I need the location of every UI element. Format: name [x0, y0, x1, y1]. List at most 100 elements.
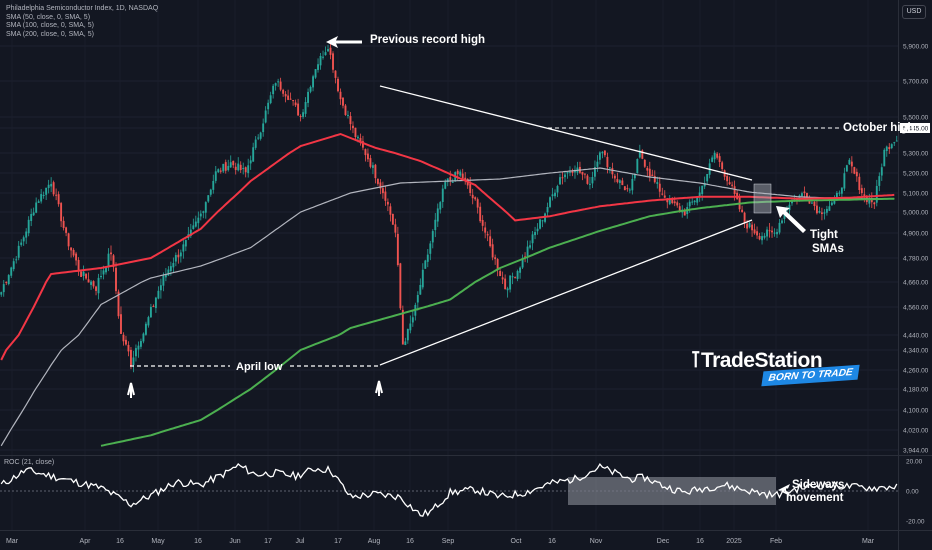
candle[interactable] — [683, 209, 686, 216]
candle[interactable] — [344, 105, 347, 115]
candle[interactable] — [693, 200, 696, 203]
candle[interactable] — [147, 317, 150, 326]
candle[interactable] — [464, 177, 467, 181]
candle[interactable] — [526, 246, 529, 256]
candle[interactable] — [793, 198, 796, 201]
candle[interactable] — [87, 279, 90, 283]
candle[interactable] — [401, 309, 404, 345]
candle[interactable] — [733, 186, 736, 194]
candle[interactable] — [880, 167, 883, 176]
candle[interactable] — [189, 229, 192, 237]
candle[interactable] — [399, 263, 402, 309]
candle[interactable] — [850, 161, 853, 167]
candle[interactable] — [199, 213, 202, 217]
candle[interactable] — [596, 161, 599, 167]
candle[interactable] — [728, 182, 731, 185]
candle[interactable] — [242, 167, 245, 169]
candle[interactable] — [75, 253, 78, 261]
candle[interactable] — [307, 91, 310, 103]
candle[interactable] — [272, 85, 275, 95]
candle[interactable] — [80, 271, 83, 277]
candle[interactable] — [496, 259, 499, 270]
candle[interactable] — [641, 150, 644, 159]
candle[interactable] — [451, 181, 454, 183]
candle[interactable] — [20, 242, 23, 245]
candle[interactable] — [424, 260, 427, 269]
candle[interactable] — [217, 169, 220, 173]
candle[interactable] — [556, 186, 559, 193]
candle[interactable] — [35, 202, 38, 213]
candle[interactable] — [446, 178, 449, 183]
candle[interactable] — [130, 349, 132, 367]
candle[interactable] — [756, 231, 759, 236]
candle[interactable] — [801, 193, 803, 197]
candle[interactable] — [838, 192, 841, 194]
candle[interactable] — [643, 159, 646, 167]
candle[interactable] — [651, 174, 654, 176]
candle[interactable] — [741, 209, 744, 213]
candle[interactable] — [396, 233, 399, 266]
candle[interactable] — [77, 259, 80, 270]
candle[interactable] — [279, 81, 282, 90]
candle[interactable] — [381, 188, 384, 194]
candle[interactable] — [574, 170, 576, 173]
candle[interactable] — [107, 253, 110, 268]
candle[interactable] — [269, 95, 272, 104]
candle[interactable] — [214, 171, 217, 181]
candle[interactable] — [52, 182, 55, 195]
candle[interactable] — [32, 212, 35, 216]
candle[interactable] — [698, 192, 701, 197]
candle[interactable] — [761, 236, 764, 241]
candle[interactable] — [566, 171, 569, 174]
candle[interactable] — [893, 142, 896, 144]
candle[interactable] — [840, 187, 843, 194]
candle[interactable] — [479, 206, 482, 222]
candle[interactable] — [873, 202, 876, 205]
candle[interactable] — [416, 294, 419, 303]
candle[interactable] — [521, 258, 524, 268]
candle[interactable] — [391, 214, 394, 225]
candle[interactable] — [581, 171, 584, 175]
candle[interactable] — [830, 202, 833, 206]
candle[interactable] — [778, 222, 781, 233]
candle[interactable] — [429, 243, 432, 254]
candle[interactable] — [676, 202, 679, 206]
candle[interactable] — [788, 204, 791, 211]
candle[interactable] — [549, 197, 551, 207]
candle[interactable] — [691, 201, 694, 203]
candle[interactable] — [249, 160, 252, 164]
candle[interactable] — [134, 348, 137, 357]
candle[interactable] — [628, 189, 631, 191]
candle[interactable] — [671, 198, 674, 204]
candle[interactable] — [673, 201, 676, 204]
candle[interactable] — [142, 333, 145, 342]
candle[interactable] — [406, 328, 409, 341]
candle[interactable] — [42, 194, 45, 196]
candle[interactable] — [768, 230, 771, 232]
candle[interactable] — [471, 194, 474, 199]
legend-sma200[interactable]: SMA (200, close, 0, SMA, 5) — [6, 30, 94, 38]
candle[interactable] — [658, 183, 661, 192]
candle[interactable] — [17, 245, 20, 258]
candle[interactable] — [60, 203, 63, 222]
candle[interactable] — [536, 228, 539, 232]
candle[interactable] — [197, 217, 200, 224]
candle[interactable] — [110, 252, 112, 255]
candle[interactable] — [524, 256, 527, 258]
candle[interactable] — [678, 206, 681, 211]
candle[interactable] — [127, 344, 130, 352]
candle[interactable] — [282, 89, 285, 94]
candle[interactable] — [137, 345, 140, 350]
candle[interactable] — [257, 137, 260, 139]
candle[interactable] — [569, 171, 571, 173]
candle[interactable] — [409, 323, 412, 331]
candle[interactable] — [668, 198, 671, 205]
candle[interactable] — [262, 123, 265, 133]
candle[interactable] — [369, 158, 372, 167]
candle[interactable] — [783, 212, 786, 219]
candle[interactable] — [85, 273, 88, 279]
candle[interactable] — [748, 223, 751, 228]
candle[interactable] — [771, 230, 773, 233]
candle[interactable] — [489, 236, 492, 247]
candle[interactable] — [823, 212, 826, 214]
